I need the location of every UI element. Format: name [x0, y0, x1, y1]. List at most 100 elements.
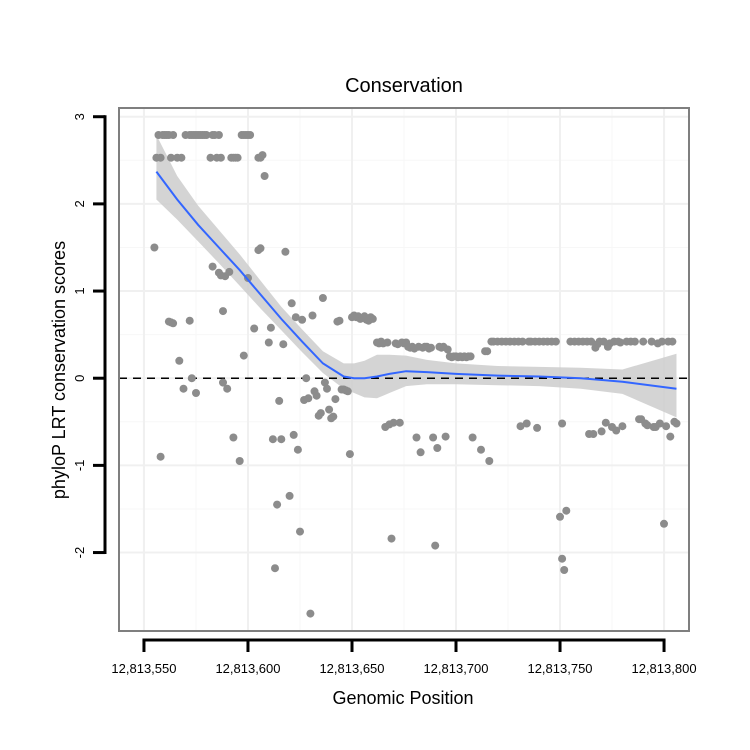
data-point	[258, 151, 267, 160]
data-point	[597, 427, 606, 436]
data-point	[383, 338, 392, 347]
data-point	[612, 426, 621, 435]
data-point	[672, 419, 681, 428]
y-axis-label: phyloP LRT conservation scores	[49, 241, 69, 499]
data-point	[277, 435, 286, 444]
data-point	[662, 422, 671, 431]
data-point	[639, 337, 648, 346]
data-point	[655, 419, 664, 428]
data-point	[630, 337, 639, 346]
data-point	[156, 153, 165, 162]
data-point	[223, 384, 232, 393]
data-point	[601, 418, 610, 427]
data-point	[485, 457, 494, 465]
x-tick-label: 12,813,550	[111, 661, 176, 676]
data-point	[551, 337, 560, 346]
data-point	[589, 430, 598, 438]
data-point	[323, 384, 331, 393]
data-point	[431, 541, 440, 550]
data-point	[219, 378, 227, 387]
data-point	[466, 352, 475, 361]
data-point	[368, 314, 377, 323]
data-point	[429, 433, 438, 442]
data-point	[658, 337, 666, 346]
data-point	[558, 554, 567, 563]
confidence-band	[156, 135, 677, 418]
data-point	[246, 131, 255, 139]
data-point	[335, 316, 344, 325]
data-point	[169, 131, 178, 139]
data-point	[177, 153, 186, 162]
data-point	[483, 347, 492, 356]
data-point	[306, 609, 315, 618]
data-point	[427, 343, 435, 352]
data-point	[287, 299, 296, 308]
data-point	[329, 412, 338, 421]
data-point	[235, 457, 244, 465]
data-point	[522, 419, 531, 428]
x-tick-label: 12,813,750	[527, 661, 592, 676]
data-point	[206, 153, 215, 162]
x-axis: 12,813,550 12,813,600 12,813,650 12,813,700…	[111, 638, 697, 676]
data-point	[175, 356, 184, 365]
data-point	[660, 519, 668, 528]
data-point	[293, 445, 302, 454]
data-point	[298, 315, 307, 324]
data-point	[325, 405, 334, 414]
data-point	[343, 387, 352, 396]
data-point	[216, 153, 225, 162]
data-point	[239, 351, 248, 360]
x-tick-label: 12,813,700	[423, 661, 488, 676]
y-tick-label: -1	[72, 460, 87, 472]
data-point	[291, 313, 300, 322]
data-point	[229, 433, 238, 442]
data-point	[233, 153, 242, 162]
chart-title: Conservation	[345, 75, 463, 97]
data-point	[266, 323, 275, 332]
data-point	[271, 564, 279, 573]
data-point	[208, 262, 217, 271]
data-point	[560, 566, 569, 574]
data-point	[150, 243, 159, 252]
data-point	[169, 319, 178, 328]
x-tick-label: 12,813,600	[215, 661, 280, 676]
x-axis-label: Genomic Position	[332, 688, 473, 708]
data-point	[167, 153, 175, 162]
data-point	[312, 391, 321, 400]
data-point	[219, 307, 227, 316]
data-point	[275, 396, 284, 405]
data-point	[318, 294, 327, 302]
data-point	[533, 423, 542, 432]
data-point	[250, 324, 259, 333]
data-point	[562, 506, 571, 515]
data-point	[666, 432, 675, 441]
data-point	[256, 244, 265, 253]
data-point	[647, 337, 656, 346]
data-point	[416, 448, 425, 457]
data-point	[185, 316, 194, 325]
y-tick-label: -2	[72, 547, 87, 559]
data-point	[643, 421, 652, 430]
data-point	[668, 337, 677, 346]
y-tick-label: 2	[72, 200, 87, 207]
data-point	[285, 491, 294, 500]
data-point	[302, 374, 311, 383]
data-point	[156, 452, 165, 461]
confidence-band-layer	[156, 135, 677, 418]
y-tick-label: 0	[72, 375, 87, 382]
data-point	[387, 534, 396, 543]
data-point	[468, 433, 477, 442]
data-point	[433, 444, 442, 452]
plot-panel-border	[118, 107, 690, 632]
data-point	[345, 450, 354, 459]
data-point	[273, 500, 282, 509]
data-point	[187, 374, 196, 383]
data-point	[443, 345, 452, 354]
data-point	[268, 435, 277, 444]
data-point	[289, 430, 298, 439]
data-point	[281, 247, 290, 256]
data-point	[214, 131, 223, 139]
data-point	[264, 338, 273, 347]
x-tick-label: 12,813,650	[319, 661, 384, 676]
